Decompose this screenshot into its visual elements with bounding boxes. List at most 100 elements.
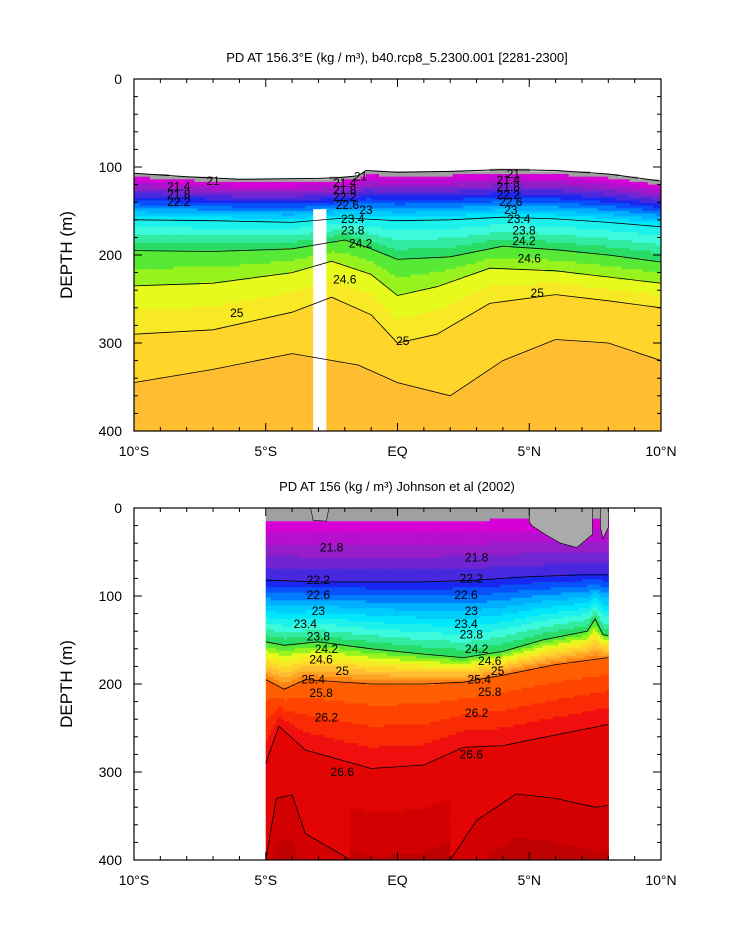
contour-cell [144,329,148,334]
contour-cell [252,390,256,394]
contour-cell [197,197,201,202]
contour-cell [165,211,169,215]
contour-cell [168,247,172,252]
contour-cell [160,282,164,286]
contour-cell [244,187,248,191]
contour-cell [239,195,243,199]
contour-cell [215,271,219,275]
contour-cell [197,364,201,368]
contour-cell [234,382,238,386]
contour-cell [239,327,243,331]
contour-cell [242,387,246,392]
contour-cell [178,364,183,368]
contour-cell [194,253,198,257]
contour-cell [136,224,140,228]
contour-cell [162,226,167,231]
contour-cell [226,290,230,294]
contour-cell [184,189,188,194]
contour-cell [218,348,222,352]
contour-cell [155,269,159,273]
contour-cell [155,176,159,180]
contour-cell [249,234,254,238]
contour-cell [205,205,209,209]
contour-cell [207,416,212,421]
contour-cell [202,374,206,378]
contour-cell [197,176,201,180]
contour-cell [173,205,177,209]
contour-cell [165,195,169,199]
contour-cell [205,192,209,196]
contour-cell [176,240,180,244]
contour-cell [168,203,172,207]
contour-cell [231,350,235,355]
contour-cell [165,197,169,202]
contour-cell [194,300,198,304]
contour-cell [207,284,212,289]
contour-cell [236,240,240,244]
contour-cell [141,311,146,315]
contour-cell [176,271,180,275]
contour-cell [191,321,196,326]
contour-cell [194,332,198,336]
contour-cell [244,401,248,405]
contour-cell [242,213,246,217]
contour-cell [223,356,227,360]
contour-cell [226,319,230,323]
contour-cell [218,245,222,249]
contour-cell [141,329,146,334]
contour-cell [247,308,251,312]
contour-cell [168,229,172,233]
contour-cell [144,390,148,394]
contour-cell [144,374,148,378]
contour-cell [242,187,246,191]
contour-cell [249,358,254,363]
contour-cell [205,372,209,376]
contour-cell [231,379,235,384]
contour-cell [157,395,161,400]
contour-cell [165,187,169,191]
contour-cell [134,229,138,233]
contour-cell [134,324,138,328]
contour-cell [205,340,209,344]
contour-cell [210,250,214,254]
contour-cell [136,353,140,357]
contour-cell [205,208,209,212]
contour-cell [144,350,148,355]
contour-cell [220,253,225,257]
contour-cell [252,195,256,199]
contour-cell [155,327,159,331]
contour-cell [197,382,201,386]
contour-cell [149,332,154,336]
contour-cell [255,263,259,268]
contour-cell [247,253,251,257]
contour-cell [165,274,169,278]
contour-cell [160,395,164,400]
contour-cell [215,295,219,299]
contour-cell [155,255,159,260]
contour-column [255,179,259,431]
contour-cell [173,284,177,289]
contour-cell [186,374,190,378]
contour-cell [220,221,225,225]
contour-cell [139,390,143,394]
contour-cell [234,379,238,384]
contour-cell [162,237,167,241]
contour-cell [220,192,225,196]
contour-cell [205,203,209,207]
contour-cell [155,187,159,191]
contour-cell [152,176,156,180]
contour-cell [210,308,214,312]
contour-cell [210,306,214,310]
contour-cell [186,258,190,262]
contour-cell [244,422,248,426]
contour-cell [157,350,161,355]
contour-cell [149,401,154,405]
contour-cell [155,416,159,421]
contour-cell [178,311,183,315]
contour-cell [205,411,209,415]
contour-cell [184,271,188,275]
contour-cell [205,358,209,363]
contour-cell [239,271,243,275]
contour-cell [181,385,185,389]
contour-cell [244,261,248,265]
